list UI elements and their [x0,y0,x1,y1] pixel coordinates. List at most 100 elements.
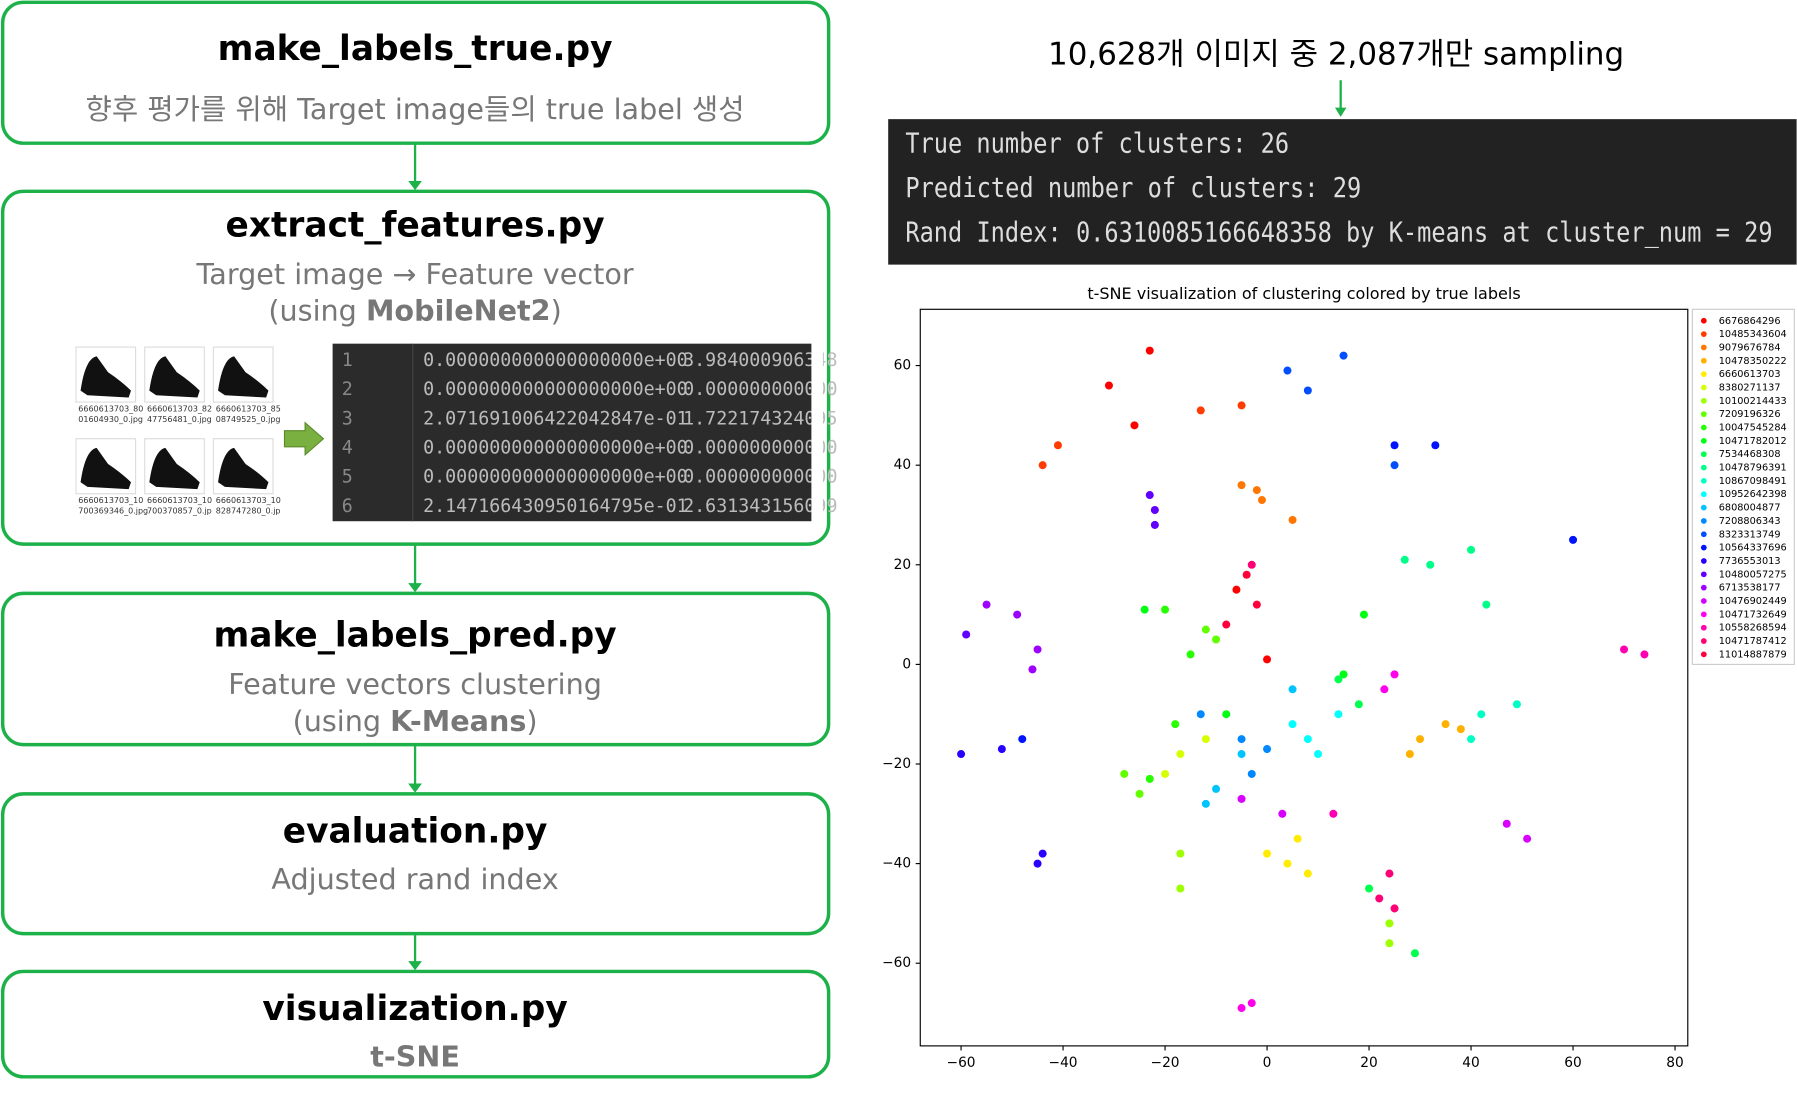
point [1467,735,1476,744]
feature-value: 0.000000000000000000e+00 [423,350,688,371]
point [1569,535,1578,544]
point [1247,560,1256,569]
y-tick-label: −60 [882,955,911,971]
point [1380,685,1389,694]
point [1135,789,1144,798]
legend-label: 7736553013 [1719,556,1781,567]
legend-label: 10471782012 [1719,436,1787,447]
legend-marker [1700,611,1707,618]
point [1247,999,1256,1008]
point [1390,904,1399,913]
feature-value: 0.000000000000 [683,379,837,400]
step-title: extract_features.py [226,205,605,245]
legend-marker [1700,598,1707,604]
legend-marker [1700,504,1707,511]
row-number: 3 [342,408,353,429]
legend-marker [1700,317,1707,324]
desc-part: (using [268,294,366,328]
feature-value: 0.000000000000000000e+00 [423,379,688,400]
shoe [218,356,269,398]
x-tick-label: 0 [1263,1055,1272,1071]
point [1456,725,1465,734]
feature-value: 2.071691006422042847e-01 [423,408,688,429]
point [1329,809,1338,818]
point [1237,794,1246,803]
point [1314,750,1323,759]
thumbnail-caption: 828747280_0.jp [216,506,281,515]
point [1426,560,1435,569]
point [1150,505,1159,515]
terminal [888,119,1797,265]
point [1232,585,1241,594]
legend-label: 10478350222 [1719,356,1787,367]
point [1283,366,1292,375]
point [1288,720,1297,729]
feature-value: 0.000000000000 [683,437,837,458]
legend-marker [1700,397,1707,404]
row-number: 2 [342,379,353,400]
step-box [0,0,831,145]
point [1431,441,1440,450]
terminal-line: True number of clusters: 26 [905,127,1289,159]
thumbnail-caption: 6660613703_85 [216,404,281,413]
clip-mask [811,343,823,522]
point [1140,605,1149,614]
shoe [218,447,269,490]
y-tick-label: −40 [882,856,911,872]
arrow-head [408,180,422,191]
legend-label: 6808004877 [1719,503,1781,514]
point [1171,720,1180,729]
point [1339,670,1348,679]
point [1212,635,1221,644]
thumbnail-caption: 01604930_0.jpg [78,415,143,424]
legend-marker [1700,491,1707,498]
point [1242,570,1251,579]
point [1212,784,1221,793]
point [1339,351,1348,360]
desc-part: t-SNE [370,1039,460,1073]
step-desc: (using K-Means) [293,704,538,738]
point [1467,545,1476,554]
step-desc: Feature vectors clustering [228,667,602,701]
feature-value: 3.984000906348 [683,350,837,371]
point [1237,735,1246,744]
thumbnail-caption: 700369346_0.jpg [78,506,148,515]
point [1257,496,1266,505]
thumbnail-caption: 6660613703_10 [216,496,281,505]
legend-marker [1700,478,1707,484]
feature-value: 2.147166430950164795e-01 [423,496,688,517]
point [1283,859,1292,868]
point [1502,819,1511,828]
point [1482,600,1491,609]
point [982,600,991,609]
point [1303,386,1312,395]
point [1390,441,1399,450]
x-tick-label: −40 [1049,1055,1078,1071]
row-number: 1 [342,350,353,371]
point [1237,750,1246,759]
legend-marker [1700,357,1707,364]
desc-part: 향후 평가를 위해 Target image들의 true label 생성 [86,92,745,126]
point [1263,655,1272,664]
legend-marker [1700,651,1707,658]
legend-label: 6660613703 [1719,369,1781,380]
point [1013,610,1022,619]
y-tick-label: 0 [902,656,911,672]
point [1033,645,1042,654]
shoe [80,447,131,490]
point [1252,486,1261,495]
x-tick-label: −20 [1151,1055,1180,1071]
point [962,630,971,639]
point [1028,665,1037,674]
legend-label: 10480057275 [1719,569,1787,580]
point [1334,675,1343,684]
point [1176,849,1185,858]
point [1385,939,1394,948]
point [1145,774,1154,783]
point [1303,735,1312,744]
legend-marker [1700,558,1707,564]
point [1263,745,1272,754]
point [1237,1004,1246,1013]
point [1104,381,1113,390]
